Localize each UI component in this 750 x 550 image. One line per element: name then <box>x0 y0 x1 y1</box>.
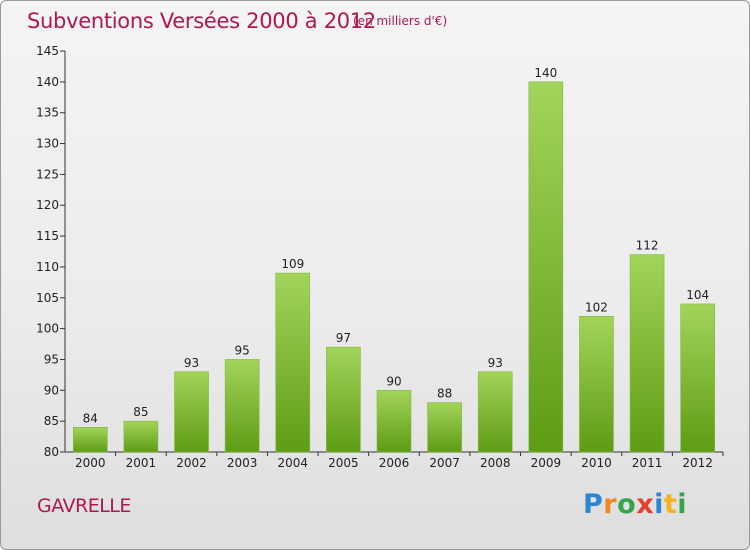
bar-2005 <box>326 346 361 453</box>
x-tick-label-2000: 2000 <box>75 456 106 470</box>
value-label-2012: 104 <box>686 288 709 302</box>
y-tick-label: 110 <box>36 260 59 274</box>
x-tick-label-2007: 2007 <box>429 456 460 470</box>
y-tick-label: 105 <box>36 291 59 305</box>
y-tick-label: 140 <box>36 75 59 89</box>
bar-2012 <box>680 303 715 453</box>
x-tick-label-2002: 2002 <box>176 456 207 470</box>
y-tick-label: 125 <box>36 167 59 181</box>
x-tick-label-2010: 2010 <box>581 456 612 470</box>
value-label-2001: 85 <box>133 405 148 419</box>
y-tick-label: 80 <box>44 445 59 459</box>
y-tick-label: 115 <box>36 229 59 243</box>
y-tick-label: 100 <box>36 322 59 336</box>
bar-2009 <box>528 81 564 453</box>
value-label-2010: 102 <box>585 300 608 314</box>
value-label-2007: 88 <box>437 387 452 401</box>
value-label-2000: 84 <box>83 411 98 425</box>
proxiti-logo: Proxiti <box>583 489 688 520</box>
y-tick-label: 145 <box>36 44 59 58</box>
y-tick-label: 135 <box>36 106 59 120</box>
value-label-2008: 93 <box>488 356 503 370</box>
bar-2003 <box>224 359 260 453</box>
chart-subtitle: (en milliers d'€) <box>353 14 448 28</box>
y-tick-label: 95 <box>44 352 59 366</box>
bar-2000 <box>73 427 108 453</box>
y-tick-label: 120 <box>36 198 59 212</box>
bar-2006 <box>376 390 412 453</box>
x-tick-label-2005: 2005 <box>328 456 359 470</box>
x-tick-label-2012: 2012 <box>682 456 713 470</box>
bar-2010 <box>579 315 614 453</box>
y-tick-label: 130 <box>36 137 59 151</box>
bar-2001 <box>123 420 159 453</box>
x-tick-label-2004: 2004 <box>277 456 308 470</box>
chart-title: Subventions Versées 2000 à 2012 <box>27 9 376 33</box>
y-tick-label: 90 <box>44 383 59 397</box>
value-label-2005: 97 <box>336 331 351 345</box>
value-label-2002: 93 <box>184 356 199 370</box>
value-label-2009: 140 <box>534 66 557 80</box>
x-tick-label-2008: 2008 <box>480 456 511 470</box>
commune-name: GAVRELLE <box>37 495 131 517</box>
bar-2004 <box>275 272 311 453</box>
bar-2008 <box>477 371 513 453</box>
bar-2007 <box>427 402 462 453</box>
x-tick-label-2009: 2009 <box>531 456 562 470</box>
x-tick-label-2001: 2001 <box>126 456 157 470</box>
value-label-2006: 90 <box>386 374 401 388</box>
y-tick-label: 85 <box>44 414 59 428</box>
value-label-2003: 95 <box>235 343 250 357</box>
x-tick-label-2003: 2003 <box>227 456 258 470</box>
x-tick-label-2011: 2011 <box>632 456 663 470</box>
bar-2002 <box>174 371 209 453</box>
value-label-2004: 109 <box>281 257 304 271</box>
value-label-2011: 112 <box>636 239 659 253</box>
x-tick-label-2006: 2006 <box>379 456 410 470</box>
bar-2011 <box>629 254 665 453</box>
